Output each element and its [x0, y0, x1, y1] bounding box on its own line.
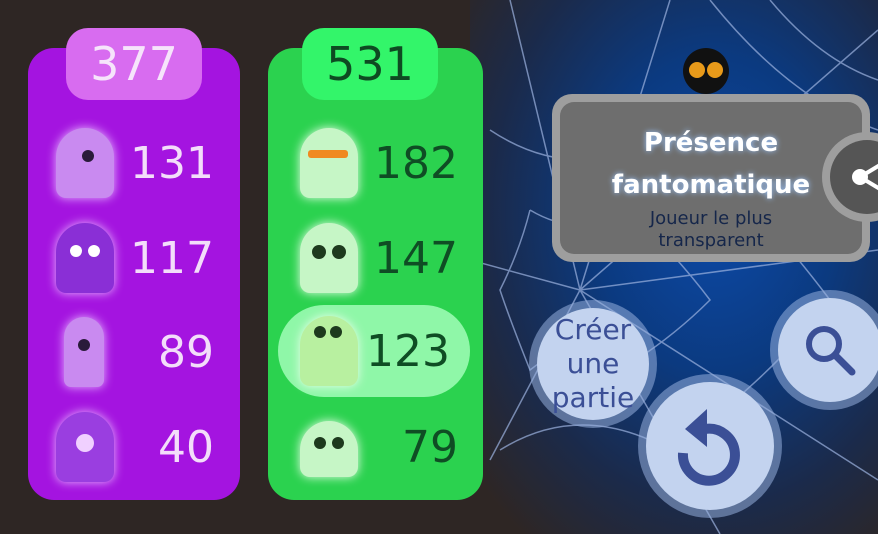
search-icon	[806, 326, 856, 376]
player-score: 182	[374, 137, 458, 189]
player-row: 117	[34, 212, 234, 304]
create-label-2: une	[566, 347, 620, 380]
player-row-current: 123	[278, 305, 470, 397]
ghost-bunny-icon	[64, 317, 104, 387]
spider-icon	[683, 48, 729, 94]
award-plaque: Présence fantomatique Joueur le plus tra…	[552, 94, 870, 262]
player-row: 131	[34, 117, 234, 209]
player-row: 89	[34, 306, 234, 398]
player-score: 40	[158, 421, 214, 473]
ghost-frog-icon	[300, 316, 358, 386]
replay-icon	[677, 409, 740, 486]
share-icon	[852, 163, 878, 191]
ghost-cyclops-icon	[56, 412, 114, 482]
create-label-1: Créer	[554, 313, 632, 346]
award-title-2: fantomatique	[611, 170, 811, 200]
purple-team-total: 377	[66, 28, 202, 100]
award-subtitle-1: Joueur le plus	[649, 208, 773, 229]
green-team-total: 531	[302, 28, 438, 100]
player-row: 182	[278, 117, 478, 209]
player-score: 147	[374, 232, 458, 284]
share-button[interactable]	[822, 132, 878, 222]
search-button[interactable]	[778, 298, 878, 402]
player-score: 117	[130, 232, 214, 284]
award-title-1: Présence	[643, 128, 779, 158]
ghost-grin-icon	[56, 223, 114, 293]
player-row: 40	[34, 401, 234, 493]
player-score: 89	[158, 326, 214, 378]
player-score: 79	[402, 421, 458, 473]
ghost-sleepy-icon	[56, 128, 114, 198]
player-score: 123	[366, 325, 450, 377]
player-row: 79	[278, 401, 478, 493]
player-row: 147	[278, 212, 478, 304]
award-subtitle-2: transparent	[658, 230, 764, 251]
ghost-panda-icon	[300, 223, 358, 293]
create-label-3: partie	[551, 381, 635, 414]
player-score: 131	[130, 137, 214, 189]
ghost-cat-icon	[300, 421, 358, 477]
replay-button[interactable]	[646, 382, 774, 510]
ghost-sunglasses-icon	[300, 128, 358, 198]
create-game-button[interactable]: Créer une partie	[537, 308, 649, 420]
